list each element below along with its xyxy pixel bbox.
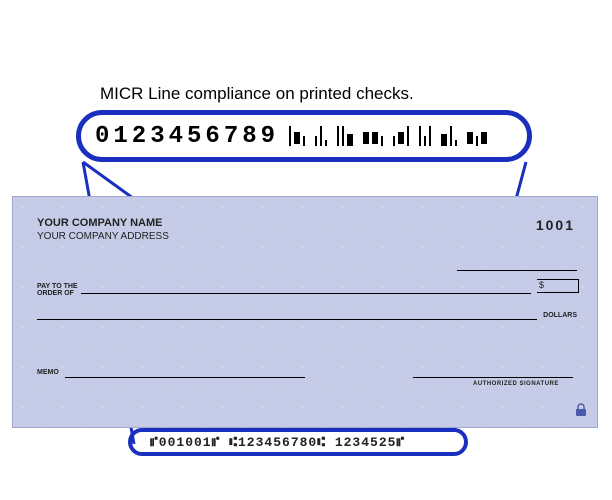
signature-label: AUTHORIZED SIGNATURE [473, 381, 559, 387]
check-specimen: YOUR COMPANY NAME YOUR COMPANY ADDRESS 1… [12, 196, 598, 428]
memo-label: MEMO [37, 369, 59, 376]
company-name: YOUR COMPANY NAME [37, 217, 163, 229]
dollar-sign-box: $ [537, 279, 579, 293]
check-number: 1001 [536, 217, 575, 233]
pay-to-label: PAY TO THEORDER OF [37, 283, 78, 297]
page-title: MICR Line compliance on printed checks. [100, 84, 414, 104]
lock-icon [575, 403, 587, 417]
company-address: YOUR COMPANY ADDRESS [37, 231, 169, 242]
amount-written-line [37, 319, 537, 320]
pay-to-line [81, 293, 531, 294]
signature-line [413, 377, 573, 378]
memo-line [65, 377, 305, 378]
micr-bottom-callout [128, 428, 468, 456]
dollars-label: DOLLARS [543, 312, 577, 319]
micr-symbol-glyphs [289, 124, 487, 148]
date-line [457, 261, 577, 271]
micr-digits: 0123456789 [95, 123, 279, 150]
micr-specimen-callout: 0123456789 [76, 110, 532, 162]
